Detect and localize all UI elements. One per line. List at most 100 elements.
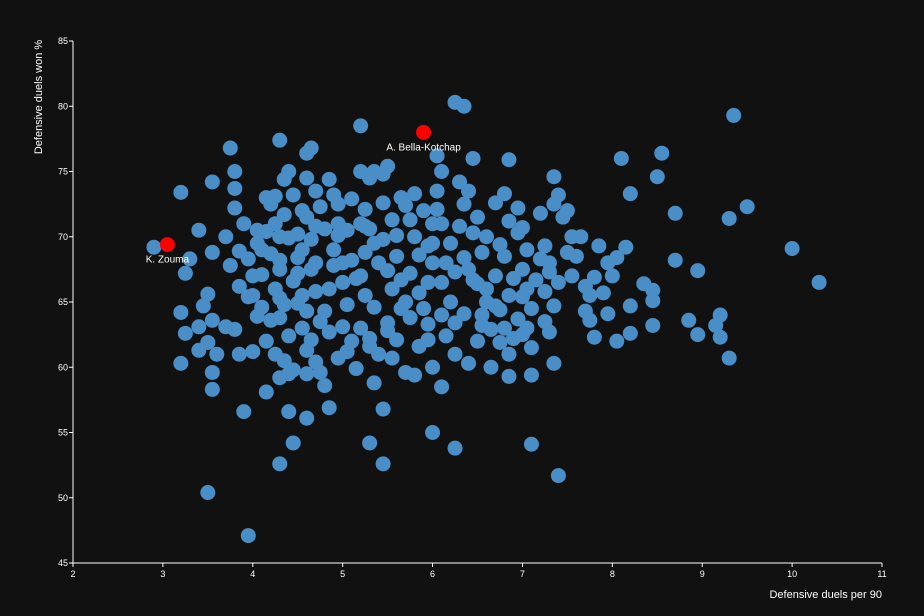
data-point [348, 361, 364, 377]
y-tick-label: 65 [58, 297, 68, 307]
data-point [564, 268, 580, 284]
data-point [501, 368, 517, 384]
data-point [528, 272, 544, 288]
data-point [227, 321, 243, 337]
data-point [483, 359, 499, 375]
data-point [434, 274, 450, 290]
data-point [681, 312, 697, 328]
x-tick-label: 7 [520, 569, 525, 579]
data-point [335, 274, 351, 290]
data-point [236, 216, 252, 232]
data-point [231, 346, 247, 362]
data-point [447, 264, 463, 280]
data-point [353, 118, 369, 134]
data-point [591, 238, 607, 254]
data-point [690, 263, 706, 279]
data-point [281, 328, 297, 344]
y-tick-label: 75 [58, 167, 68, 177]
data-point [456, 250, 472, 266]
x-tick-label: 8 [610, 569, 615, 579]
data-point [335, 255, 351, 271]
data-point [604, 268, 620, 284]
y-tick-label: 85 [58, 36, 68, 46]
data-point [532, 205, 548, 221]
data-point [389, 248, 405, 264]
data-point [649, 169, 665, 185]
data-point [532, 251, 548, 267]
data-point [586, 329, 602, 345]
data-point [443, 235, 459, 251]
data-point [357, 287, 373, 303]
data-point [227, 180, 243, 196]
data-point [434, 307, 450, 323]
data-point [622, 298, 638, 314]
x-tick-label: 3 [160, 569, 165, 579]
data-point [326, 242, 342, 258]
data-point [231, 278, 247, 294]
data-point [272, 252, 288, 268]
data-point [227, 164, 243, 179]
data-point [380, 263, 396, 279]
data-point [784, 240, 800, 256]
data-point [357, 201, 373, 217]
data-point [362, 435, 378, 451]
data-point [487, 195, 503, 211]
data-point [465, 225, 481, 241]
data-point [366, 375, 382, 391]
data-point [308, 284, 324, 300]
data-point [344, 191, 360, 207]
x-axis-title: Defensive duels per 90 [769, 589, 882, 601]
data-point [330, 216, 346, 232]
data-point [200, 286, 216, 302]
data-point [272, 370, 288, 386]
data-point [294, 242, 310, 258]
data-point [411, 247, 427, 263]
data-point [447, 315, 463, 331]
data-point [537, 238, 553, 254]
y-axis-title: Defensive duels won % [33, 40, 45, 155]
data-point [173, 304, 189, 320]
data-point [523, 301, 539, 317]
data-point [366, 299, 382, 315]
data-point [487, 298, 503, 314]
data-point [456, 306, 472, 322]
data-point [236, 404, 252, 420]
data-point [380, 323, 396, 339]
y-tick-label: 45 [58, 558, 68, 568]
data-point [276, 353, 292, 369]
data-point [285, 362, 301, 378]
data-point [429, 201, 445, 217]
data-point [541, 324, 557, 340]
data-point [348, 271, 364, 287]
data-point [496, 320, 512, 336]
data-point [411, 285, 427, 301]
data-point [272, 290, 288, 306]
data-point [380, 158, 396, 174]
data-point [559, 203, 575, 219]
data-point [362, 338, 378, 354]
highlight-point [159, 237, 175, 253]
data-point [204, 381, 220, 397]
data-point [375, 195, 391, 211]
data-point [523, 340, 539, 356]
highlight-label: K. Zouma [146, 255, 190, 266]
data-point [303, 231, 319, 247]
data-point [222, 257, 238, 273]
data-point [492, 334, 508, 350]
data-point [496, 186, 512, 202]
highlighted-players: A. Bella-Kotchap K. Zouma [146, 124, 461, 266]
data-point [510, 200, 526, 216]
data-point [402, 310, 418, 326]
data-point [541, 264, 557, 280]
data-point [470, 333, 485, 349]
data-point [411, 338, 427, 354]
data-point [550, 274, 566, 290]
data-point [461, 183, 477, 199]
data-point [276, 207, 292, 223]
data-point [609, 333, 625, 349]
x-tick-label: 6 [430, 569, 435, 579]
data-point [434, 379, 450, 395]
data-point [537, 284, 553, 300]
data-point [546, 298, 562, 314]
